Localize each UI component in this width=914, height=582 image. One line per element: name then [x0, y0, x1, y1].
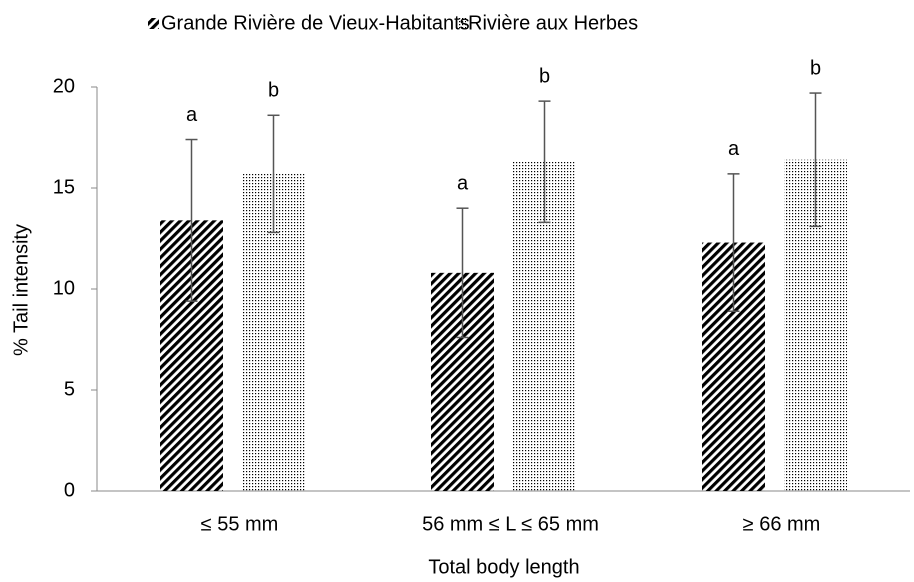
legend-swatch	[148, 18, 159, 29]
error-bar	[727, 173, 740, 312]
y-tick-label: 20	[53, 75, 75, 97]
annotation: a	[728, 138, 740, 160]
y-tick-label: 0	[64, 479, 75, 501]
legend-label: Grande Rivière de Vieux-Habitants	[161, 12, 470, 34]
error-bar	[809, 92, 822, 228]
x-axis-title: Total body length	[428, 556, 579, 578]
x-tick-label: ≥ 66 mm	[743, 513, 821, 535]
error-bar	[185, 138, 198, 302]
legend-label: Rivière aux Herbes	[468, 12, 638, 34]
y-tick-label: 5	[64, 378, 75, 400]
legend-swatch	[455, 18, 466, 29]
annotation: b	[810, 57, 821, 79]
annotation: a	[186, 104, 198, 126]
y-axis-title: % Tail intensity	[10, 224, 32, 356]
annotation: b	[539, 65, 550, 87]
y-tick-label: 10	[53, 277, 75, 299]
error-bar	[538, 100, 551, 224]
x-tick-label: ≤ 55 mm	[201, 513, 279, 535]
error-bar	[267, 114, 280, 234]
annotation: b	[268, 80, 279, 102]
x-tick-label: 56 mm ≤ L ≤ 65 mm	[422, 513, 599, 535]
error-bar	[456, 207, 469, 339]
annotation: a	[457, 172, 469, 194]
y-tick-label: 15	[53, 176, 75, 198]
